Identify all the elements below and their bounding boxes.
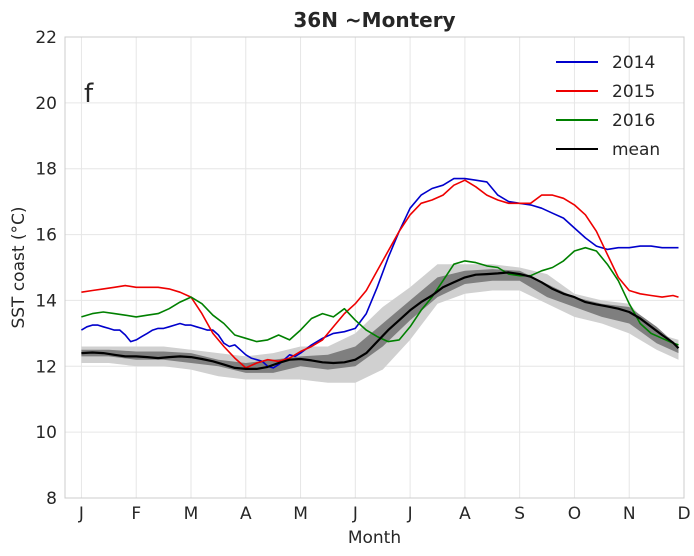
x-tick-label: S [514, 504, 525, 524]
x-tick-label: M [184, 504, 199, 524]
grid [65, 36, 685, 499]
x-tick-label: A [240, 504, 252, 524]
legend: 2014 2015 2016 mean [556, 53, 660, 160]
x-tick-label: J [407, 504, 413, 524]
x-tick-label: D [677, 504, 690, 524]
plot-frame [64, 36, 685, 499]
series-line-2015 [81, 179, 679, 369]
tick-labels: 8 10 12 14 16 18 20 22 J F M A M J J A S O N D [35, 28, 690, 524]
legend-label-2016: 2016 [612, 111, 655, 131]
y-axis-label: SST coast (°C) [9, 206, 29, 328]
y-tick-label: 22 [35, 28, 57, 48]
y-tick-label: 16 [35, 226, 57, 246]
x-tick-label: J [78, 504, 84, 524]
y-tick-label: 18 [35, 160, 57, 180]
x-tick-label: M [293, 504, 308, 524]
legend-label-2014: 2014 [612, 53, 655, 73]
x-axis-label: Month [348, 528, 401, 548]
legend-label-mean: mean [612, 140, 660, 160]
y-tick-label: 20 [35, 94, 57, 114]
y-tick-label: 8 [46, 489, 57, 509]
legend-label-2015: 2015 [612, 82, 655, 102]
shaded-ranges [81, 264, 679, 383]
y-tick-label: 12 [35, 357, 57, 377]
x-tick-label: O [568, 504, 581, 524]
y-tick-label: 14 [35, 291, 57, 311]
light-band [81, 264, 679, 383]
x-tick-label: J [352, 504, 358, 524]
series-line-2014 [80, 177, 679, 369]
x-tick-label: A [459, 504, 471, 524]
panel-label: f [84, 79, 94, 109]
series-lines [80, 177, 680, 370]
x-tick-label: N [623, 504, 636, 524]
chart-title: 36N ~Montery [293, 8, 455, 32]
y-tick-label: 10 [35, 423, 57, 443]
series-line-mean [81, 271, 680, 370]
series-line-2016 [81, 246, 679, 346]
x-tick-label: F [131, 504, 141, 524]
